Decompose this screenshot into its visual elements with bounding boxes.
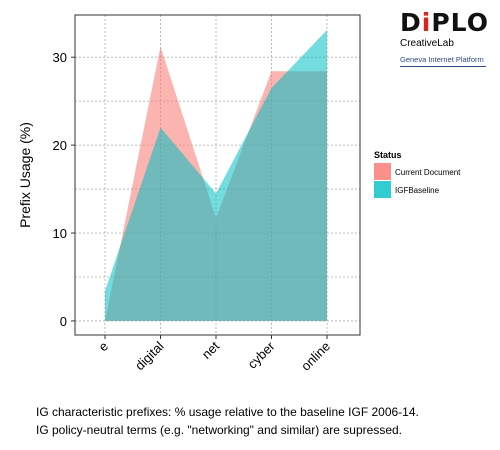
logo-suffix: PLO	[431, 8, 489, 37]
x-tick-label: cyber	[245, 338, 279, 372]
x-tick-label: e	[95, 339, 111, 355]
y-tick-label: 0	[60, 314, 67, 329]
series-areas	[105, 29, 327, 321]
y-tick-label: 10	[53, 226, 67, 241]
legend: Status Current Document IGFBaseline	[374, 150, 461, 198]
legend-label: IGFBaseline	[395, 186, 440, 195]
platform-label: Geneva Internet Platform	[400, 55, 486, 67]
legend-title: Status	[374, 150, 402, 160]
logo-prefix: D	[400, 8, 422, 37]
series-area-1	[105, 29, 327, 321]
caption-line-1: IG characteristic prefixes: % usage rela…	[36, 405, 419, 419]
diplo-wordmark: DiPLO	[400, 10, 490, 36]
x-tick-label: digital	[132, 338, 167, 373]
x-tick-label: net	[199, 338, 223, 362]
legend-swatch	[374, 163, 391, 180]
caption-line-2: IG policy-neutral terms (e.g. "networkin…	[36, 423, 402, 437]
legend-swatch	[374, 181, 391, 198]
area-chart: 0 10 20 30 e digital net cyber online Prefix Us…	[17, 14, 461, 374]
x-axis-ticks: e digital net cyber online	[95, 335, 333, 374]
chart-caption: IG characteristic prefixes: % usage rela…	[36, 403, 419, 439]
plot-frame	[74, 14, 361, 336]
y-axis-label: Prefix Usage (%)	[17, 122, 33, 228]
legend-label: Current Document	[395, 168, 461, 177]
logo-accent: i	[421, 8, 432, 37]
creativelab-label: CreativeLab	[400, 38, 454, 49]
x-tick-label: online	[298, 339, 333, 374]
y-axis-ticks: 0 10 20 30	[53, 50, 75, 329]
diplo-logo: DiPLO CreativeLab Geneva Internet Platfo…	[400, 10, 490, 67]
y-tick-label: 20	[53, 138, 67, 153]
y-tick-label: 30	[53, 50, 67, 65]
